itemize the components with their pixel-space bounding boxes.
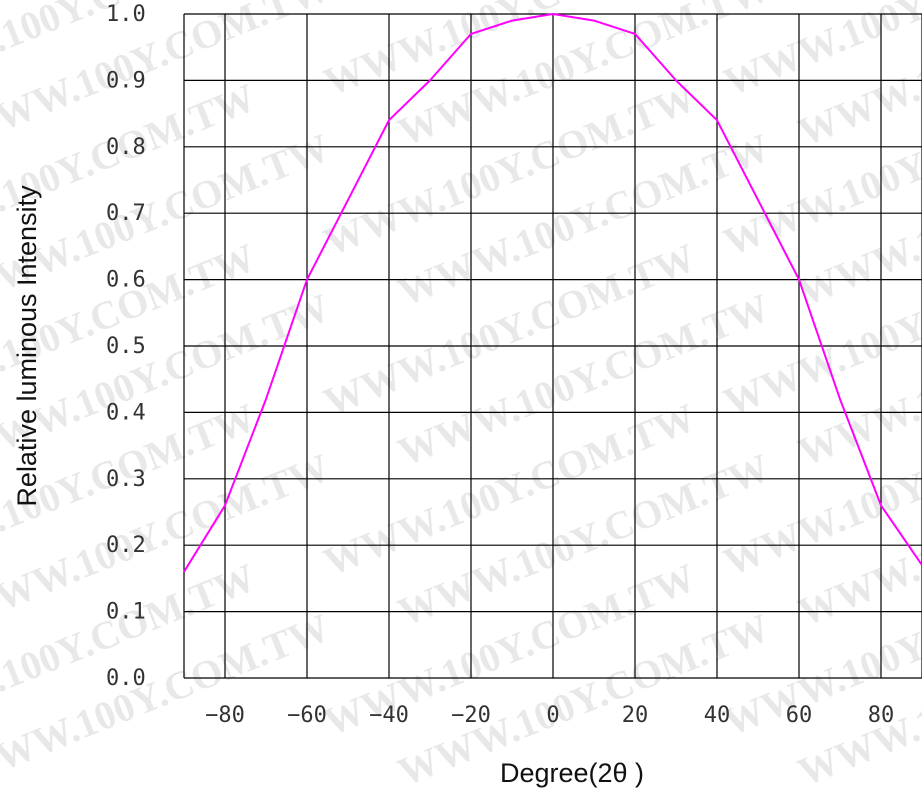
y-tick-labels: 0.0 0.1 0.2 0.3 0.4 0.5 0.6 0.7 0.8 0.9 1.0	[106, 2, 146, 691]
y-tick-label: 0.5	[106, 334, 146, 359]
x-tick-label: 0	[546, 703, 559, 728]
x-tick-label: −60	[287, 703, 327, 728]
y-tick-label: 0.1	[106, 600, 146, 625]
x-tick-labels: −80 −60 −40 −20 0 20 40 60 80	[205, 703, 894, 728]
y-tick-label: 0.7	[106, 201, 146, 226]
y-tick-label: 0.4	[106, 400, 146, 425]
y-tick-label: 0.3	[106, 467, 146, 492]
x-tick-label: 20	[622, 703, 649, 728]
x-tick-label: −80	[205, 703, 245, 728]
y-tick-label: 0.8	[106, 135, 146, 160]
y-tick-label: 0.0	[106, 666, 146, 691]
x-axis-title: Degree(2θ )	[500, 758, 644, 788]
x-tick-label: −40	[369, 703, 409, 728]
series-layer	[183, 13, 922, 573]
series-line	[183, 13, 922, 573]
y-tick-label: 0.6	[106, 268, 146, 293]
y-tick-label: 0.2	[106, 533, 146, 558]
y-tick-label: 1.0	[106, 2, 146, 27]
y-tick-label: 0.9	[106, 68, 146, 93]
x-tick-label: −20	[451, 703, 491, 728]
x-tick-label: 80	[868, 703, 895, 728]
x-tick-label: 40	[704, 703, 731, 728]
y-axis-title: Relative luminous Intensity	[12, 185, 42, 507]
x-tick-label: 60	[786, 703, 813, 728]
